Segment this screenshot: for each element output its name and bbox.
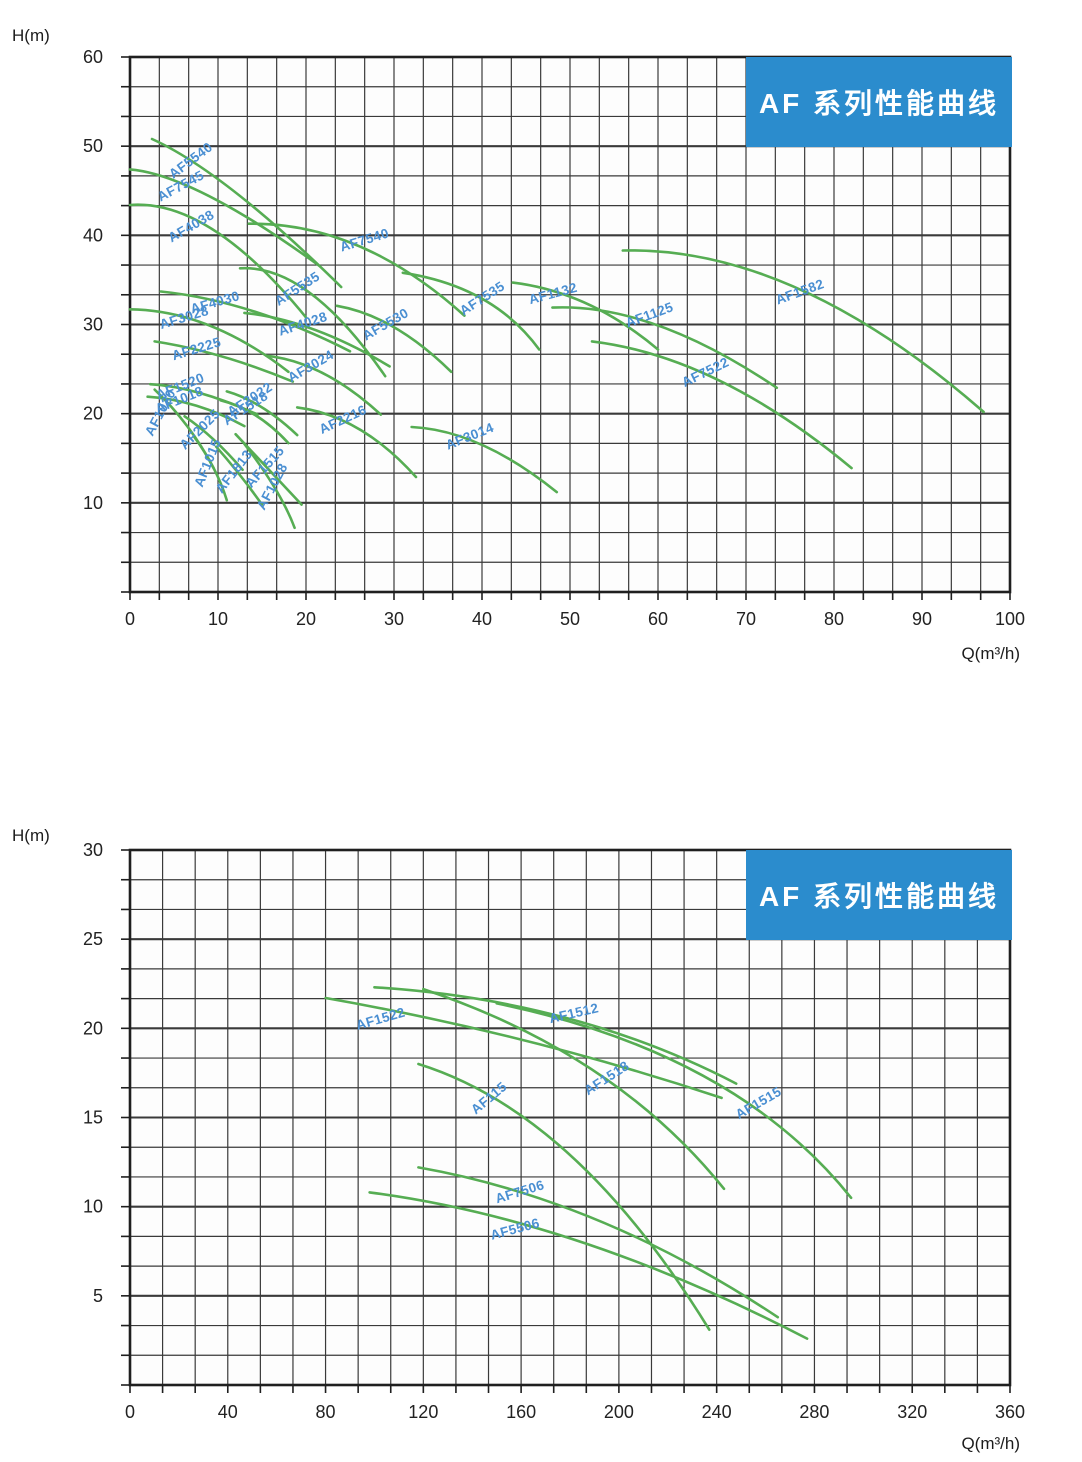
x-axis-title-top: Q(m³/h): [961, 644, 1020, 663]
y-tick-label: 30: [83, 315, 103, 335]
curve-AF7540: [247, 222, 466, 317]
x-tick-label: 360: [995, 1402, 1025, 1422]
curve-AF1028: [243, 442, 296, 530]
x-axis-title-bottom: Q(m³/h): [961, 1434, 1020, 1453]
x-tick-label: 30: [384, 609, 404, 629]
x-tick-label: 20: [296, 609, 316, 629]
y-tick-label: 10: [83, 1197, 103, 1217]
x-tick-label: 90: [912, 609, 932, 629]
curve-AF2025: [183, 415, 244, 472]
curve-AF5535: [238, 266, 387, 378]
x-tick-label: 320: [897, 1402, 927, 1422]
y-tick-label: 20: [83, 404, 103, 424]
x-tick-label: 0: [125, 1402, 135, 1422]
y-tick-label: 50: [83, 136, 103, 156]
curve-AF1522: [324, 996, 723, 1100]
x-tick-label: 60: [648, 609, 668, 629]
curve-AF4028: [243, 311, 391, 368]
x-tick-label: 280: [799, 1402, 829, 1422]
curve-AF7545: [128, 168, 321, 267]
x-tick-label: 240: [702, 1402, 732, 1422]
y-tick-label: 20: [83, 1018, 103, 1038]
y-axis-title-top: H(m): [12, 26, 50, 45]
x-tick-label: 200: [604, 1402, 634, 1422]
curve-AF7506: [417, 1166, 780, 1319]
x-tick-label: 0: [125, 609, 135, 629]
x-tick-label: 40: [218, 1402, 238, 1422]
curve-AF4030: [159, 290, 352, 353]
y-tick-label: 40: [83, 225, 103, 245]
x-tick-label: 120: [408, 1402, 438, 1422]
x-tick-label: 100: [995, 609, 1025, 629]
x-tick-label: 80: [316, 1402, 336, 1422]
curve-AF2225: [153, 340, 295, 383]
curve-AF1515: [495, 1002, 853, 1200]
x-tick-label: 80: [824, 609, 844, 629]
curve-AF1125: [551, 306, 779, 390]
curve-AF5530: [335, 304, 453, 374]
curve-AF1015: [192, 435, 229, 502]
curve-AF1132: [511, 281, 660, 351]
curve-AF4038: [128, 203, 308, 319]
y-tick-label: 10: [83, 493, 103, 513]
y-tick-label: 30: [83, 840, 103, 860]
y-tick-label: 5: [93, 1286, 103, 1306]
x-tick-label: 160: [506, 1402, 536, 1422]
y-tick-label: 25: [83, 929, 103, 949]
curve-AF1518: [219, 399, 290, 445]
curve-AF5506: [368, 1191, 809, 1340]
curve-AF1813: [214, 445, 264, 506]
y-axis-title-bottom: H(m): [12, 826, 50, 845]
curve-AF7535: [401, 271, 541, 351]
curve-AF1512: [373, 986, 738, 1085]
curve-AF2216: [295, 406, 418, 479]
x-tick-label: 50: [560, 609, 580, 629]
curve-AF7522: [590, 340, 853, 470]
plot-border: [128, 55, 1012, 594]
series-banner-top: AF 系列性能曲线: [746, 57, 1012, 147]
y-tick-label: 60: [83, 47, 103, 67]
curve-AF3014: [410, 425, 559, 494]
curve-AF1018: [146, 395, 246, 428]
x-tick-label: 40: [472, 609, 492, 629]
curve-AF1515: [234, 432, 303, 506]
curve-AF2022: [225, 390, 299, 437]
curve-AF3028: [128, 308, 290, 374]
x-tick-label: 10: [208, 609, 228, 629]
series-banner-bottom: AF 系列性能曲线: [746, 850, 1012, 940]
curve-AF3024: [265, 354, 383, 416]
curve-AF115: [417, 1062, 711, 1331]
y-tick-label: 15: [83, 1108, 103, 1128]
x-tick-label: 70: [736, 609, 756, 629]
curve-AF1518: [422, 987, 726, 1191]
plot-border: [128, 848, 1012, 1387]
curve-AF1582: [621, 249, 985, 414]
